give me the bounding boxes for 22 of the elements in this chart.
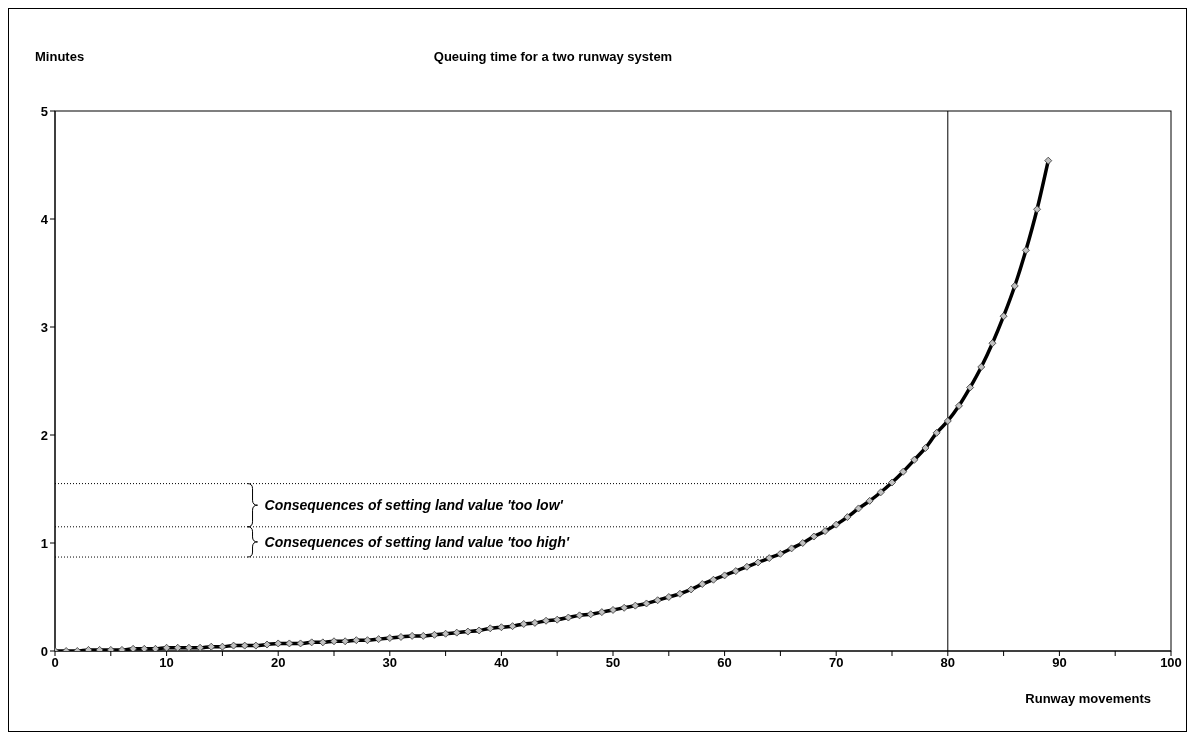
x-tick-label: 40 <box>494 655 509 671</box>
x-tick-label: 70 <box>828 655 844 671</box>
y-tick-label: 1 <box>40 535 48 551</box>
x-tick-label: 20 <box>270 655 286 671</box>
x-tick-label: 100 <box>1160 655 1182 671</box>
x-axis-title: Runway movements <box>1025 691 1151 706</box>
y-tick-label: 3 <box>40 319 48 335</box>
y-tick-label: 5 <box>40 103 48 119</box>
y-tick-label: 2 <box>40 427 48 443</box>
x-tick-label: 80 <box>940 655 956 671</box>
x-tick-label: 10 <box>159 655 174 671</box>
x-tick-label: 90 <box>1052 655 1067 671</box>
x-tick-label: 50 <box>605 655 621 671</box>
x-tick-label: 30 <box>382 655 398 671</box>
y-tick-label: 0 <box>40 643 48 659</box>
annotation: Consequences of setting land value 'too low' <box>264 497 564 514</box>
y-tick-label: 4 <box>40 211 49 227</box>
x-tick-label: 60 <box>717 655 732 671</box>
annotation: Consequences of setting land value 'too high' <box>264 533 570 550</box>
y-axis-title: Minutes <box>35 49 85 64</box>
x-tick-label: 0 <box>51 655 59 671</box>
chart-title: Queuing time for a two runway system <box>433 49 673 64</box>
